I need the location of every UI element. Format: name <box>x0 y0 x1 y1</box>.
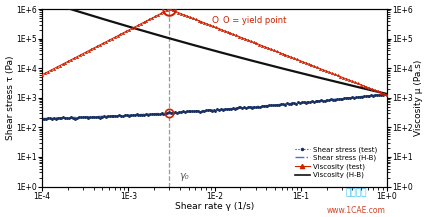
Text: www.1CAE.com: www.1CAE.com <box>326 206 386 215</box>
X-axis label: Shear rate γ (1/s): Shear rate γ (1/s) <box>175 202 254 211</box>
Text: 仿真在线: 仿真在线 <box>345 188 367 197</box>
Y-axis label: Viscosity μ (Pa.s): Viscosity μ (Pa.s) <box>414 60 423 136</box>
Text: O = yield point: O = yield point <box>223 16 287 25</box>
Y-axis label: Shear stress τ (Pa): Shear stress τ (Pa) <box>6 56 15 140</box>
Text: γ₀: γ₀ <box>179 171 189 181</box>
Text: O: O <box>211 16 218 25</box>
Legend: Shear stress (test), Shear stress (H-B), Viscosity (test), Viscosity (H-B): Shear stress (test), Shear stress (H-B),… <box>292 143 380 181</box>
